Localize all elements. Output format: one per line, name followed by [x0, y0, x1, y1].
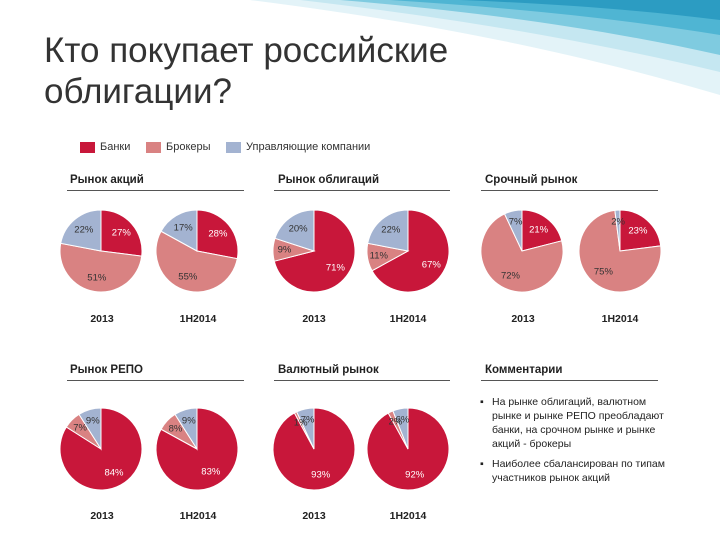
pie-slice-managers [296, 407, 315, 450]
pie-slice-banks [521, 209, 563, 252]
legend-swatch-banks [80, 141, 95, 153]
pie-slice-managers [60, 209, 102, 252]
legend-item-managers: Управляющие компании [226, 141, 370, 153]
pie-slice-banks [619, 209, 662, 252]
section-title-fx: Валютный рынок [278, 364, 379, 376]
legend-item-brokers: Брокеры [146, 141, 211, 153]
pie-period-label: 2013 [302, 510, 326, 522]
pie-label-brokers: 75% [593, 266, 613, 278]
pie-slice-managers [78, 407, 102, 451]
pie-slice-brokers [578, 209, 662, 293]
pie-label-brokers: 8% [168, 423, 183, 435]
pie-period-label: 1H2014 [179, 313, 217, 325]
legend-label-managers: Управляющие компании [246, 141, 371, 153]
pie-period-label: 1H2014 [601, 313, 639, 325]
pie-slice-managers [274, 209, 315, 252]
pie-label-brokers: 7% [73, 422, 87, 434]
pie-slice-managers [160, 209, 198, 252]
pie-slice-banks [371, 209, 450, 293]
legend-label-brokers: Брокеры [166, 141, 211, 153]
pie-slice-managers [392, 407, 409, 450]
comment-item: ▪ Наиболее сбалансирован по типам участн… [478, 457, 678, 485]
section-title-derivatives: Срочный рынок [485, 174, 578, 186]
legend-label-banks: Банки [100, 141, 131, 153]
pie-label-managers: 7% [300, 414, 315, 426]
pie-period-label: 1H2014 [389, 313, 427, 325]
pie-label-managers: 17% [173, 222, 193, 234]
pie-label-banks: 83% [201, 466, 221, 478]
pie-slice-banks [196, 209, 239, 260]
pie-period-label: 2013 [511, 313, 535, 325]
page-title: Кто покупает российские облигации? [44, 30, 448, 112]
pie-label-managers: 6% [395, 414, 410, 426]
pie-label-brokers: 51% [87, 272, 107, 284]
bullet-icon: ▪ [480, 458, 484, 470]
pie-label-brokers: 9% [277, 244, 292, 256]
pie-slice-brokers [155, 230, 238, 293]
pie-slice-banks [155, 407, 239, 491]
legend-swatch-brokers [146, 141, 161, 153]
pie-label-banks: 84% [104, 467, 124, 479]
bullet-icon: ▪ [480, 396, 484, 408]
pie-label-managers: 9% [181, 415, 196, 427]
pie-label-managers: 20% [288, 223, 308, 235]
pie-period-label: 2013 [90, 510, 114, 522]
pie-label-banks: 28% [208, 228, 228, 240]
header-wave-decoration [250, 0, 720, 95]
comment-text-2: Наиболее сбалансирован по типам участник… [492, 458, 665, 484]
pie-label-brokers: 55% [178, 271, 198, 282]
pie-label-banks: 92% [405, 469, 425, 481]
pie-label-banks: 21% [529, 224, 549, 236]
section-divider-bonds [274, 190, 450, 191]
pie-slice-managers [614, 209, 621, 252]
pie-label-brokers: 72% [500, 270, 521, 281]
pie-label-managers: 22% [74, 224, 94, 236]
legend-swatch-managers [226, 141, 241, 153]
pie-slice-banks [100, 209, 143, 257]
pie-label-banks: 67% [421, 259, 441, 271]
pie-period-label: 1H2014 [389, 510, 427, 522]
pie-label-brokers: 11% [369, 250, 388, 262]
page-title-line-1: Кто покупает российские [44, 31, 449, 70]
comments-box: ▪ На рынке облигаций, валютном рынке и р… [478, 395, 678, 491]
pie-label-brokers: 1% [293, 417, 308, 429]
pie-slice-managers [367, 209, 409, 252]
pie-label-banks: 27% [111, 227, 131, 239]
pie-label-managers: 22% [381, 224, 401, 236]
pie-slice-brokers [480, 213, 564, 293]
pie-label-banks: 93% [311, 469, 331, 481]
pie-label-managers: 2% [611, 216, 625, 227]
section-title-repo: Рынок РЕПО [70, 364, 143, 376]
section-divider-stocks [67, 190, 244, 191]
section-divider-comments [481, 380, 658, 381]
page-title-line-2: облигации? [44, 72, 232, 111]
pie-period-label: 1H2014 [179, 510, 217, 522]
section-title-stocks: Рынок акций [70, 174, 144, 186]
pie-label-managers: 7% [508, 216, 523, 228]
pie-period-label: 2013 [302, 313, 326, 325]
comment-item: ▪ На рынке облигаций, валютном рынке и р… [478, 395, 678, 451]
comment-text-1: На рынке облигаций, валютном рынке и рын… [492, 396, 664, 450]
pie-slice-managers [503, 209, 523, 252]
pie-label-managers: 9% [85, 415, 100, 427]
section-divider-repo [67, 380, 244, 381]
section-title-bonds: Рынок облигаций [278, 174, 380, 186]
legend-item-banks: Банки [80, 141, 130, 153]
section-title-comments: Комментарии [485, 364, 563, 376]
pie-slice-brokers [59, 242, 143, 293]
section-divider-derivatives [481, 190, 658, 191]
pie-slice-managers [174, 407, 198, 451]
pie-period-label: 2013 [90, 313, 114, 325]
pie-label-banks: 23% [628, 225, 648, 237]
section-divider-fx [274, 380, 450, 381]
pie-label-banks: 71% [325, 262, 345, 274]
pie-label-brokers: 2% [388, 416, 403, 428]
